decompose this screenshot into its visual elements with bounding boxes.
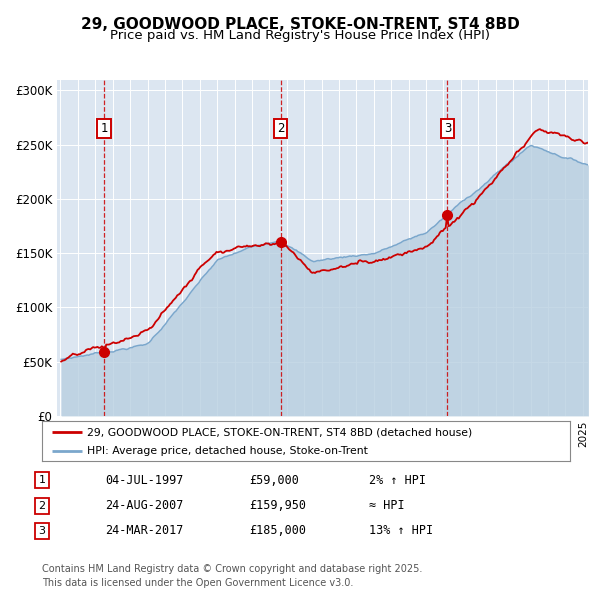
Text: 2: 2 (277, 122, 284, 135)
Text: 24-MAR-2017: 24-MAR-2017 (105, 525, 184, 537)
Text: 13% ↑ HPI: 13% ↑ HPI (369, 525, 433, 537)
Text: 29, GOODWOOD PLACE, STOKE-ON-TRENT, ST4 8BD (detached house): 29, GOODWOOD PLACE, STOKE-ON-TRENT, ST4 … (87, 427, 472, 437)
Text: £159,950: £159,950 (249, 499, 306, 512)
Text: Contains HM Land Registry data © Crown copyright and database right 2025.
This d: Contains HM Land Registry data © Crown c… (42, 565, 422, 588)
Text: £185,000: £185,000 (249, 525, 306, 537)
Text: 2% ↑ HPI: 2% ↑ HPI (369, 474, 426, 487)
Text: 1: 1 (38, 476, 46, 485)
Text: HPI: Average price, detached house, Stoke-on-Trent: HPI: Average price, detached house, Stok… (87, 445, 368, 455)
Text: 29, GOODWOOD PLACE, STOKE-ON-TRENT, ST4 8BD: 29, GOODWOOD PLACE, STOKE-ON-TRENT, ST4 … (80, 17, 520, 31)
Text: 1: 1 (100, 122, 108, 135)
Text: 04-JUL-1997: 04-JUL-1997 (105, 474, 184, 487)
Text: £59,000: £59,000 (249, 474, 299, 487)
Text: ≈ HPI: ≈ HPI (369, 499, 404, 512)
Text: 3: 3 (38, 526, 46, 536)
Text: 24-AUG-2007: 24-AUG-2007 (105, 499, 184, 512)
Text: 3: 3 (444, 122, 451, 135)
Text: Price paid vs. HM Land Registry's House Price Index (HPI): Price paid vs. HM Land Registry's House … (110, 30, 490, 42)
Text: 2: 2 (38, 501, 46, 510)
